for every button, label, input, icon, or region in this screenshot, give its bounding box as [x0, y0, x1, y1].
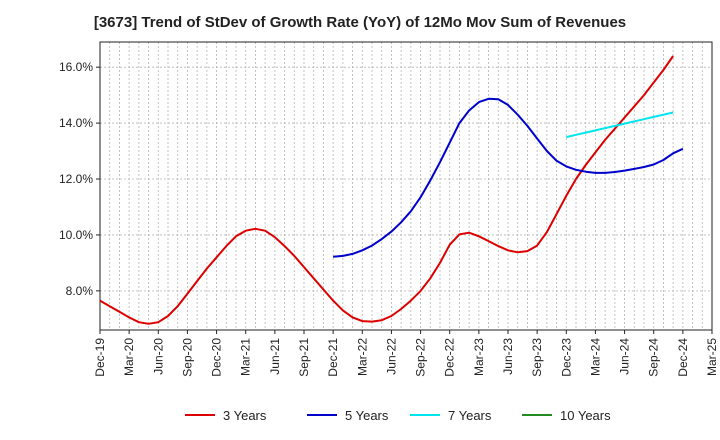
x-tick-label: Jun-22: [384, 338, 398, 375]
x-tick-label: Sep-20: [180, 338, 194, 377]
y-tick-label: 8.0%: [66, 284, 94, 298]
x-tick-label: Jun-23: [501, 338, 515, 375]
plot-area: [100, 42, 712, 330]
x-tick-label: Dec-20: [210, 338, 224, 377]
x-tick-label: Mar-21: [239, 338, 253, 376]
x-tick-label: Dec-21: [326, 338, 340, 377]
legend-label: 3 Years: [223, 408, 267, 423]
x-tick-label: Mar-22: [355, 338, 369, 376]
x-tick-label: Dec-24: [676, 338, 690, 377]
x-tick-label: Mar-23: [472, 338, 486, 376]
x-tick-label: Sep-21: [297, 338, 311, 377]
x-tick-label: Sep-23: [530, 338, 544, 377]
legend-label: 5 Years: [345, 408, 389, 423]
y-tick-label: 16.0%: [59, 60, 93, 74]
legend-label: 10 Years: [560, 408, 611, 423]
x-tick-label: Dec-19: [93, 338, 107, 377]
x-tick-label: Dec-23: [559, 338, 573, 377]
x-tick-label: Jun-20: [151, 338, 165, 375]
x-tick-label: Dec-22: [443, 338, 457, 377]
x-tick-label: Sep-24: [647, 338, 661, 377]
series-line-7-years: [566, 111, 674, 139]
chart-title: [3673] Trend of StDev of Growth Rate (Yo…: [93, 14, 627, 31]
series-line-3-years: [99, 55, 674, 325]
x-tick-label: Jun-21: [268, 338, 282, 375]
y-tick-label: 12.0%: [59, 172, 93, 186]
y-tick-label: 14.0%: [59, 116, 93, 130]
x-tick-label: Jun-24: [618, 338, 632, 375]
y-tick-label: 10.0%: [59, 228, 93, 242]
x-tick-label: Mar-24: [588, 338, 602, 376]
series-line-5-years: [333, 97, 684, 258]
x-tick-label: Sep-22: [414, 338, 428, 377]
x-tick-label: Mar-20: [122, 338, 136, 376]
plot-border: [99, 41, 713, 331]
x-tick-label: Mar-25: [705, 338, 719, 376]
legend-label: 7 Years: [448, 408, 492, 423]
